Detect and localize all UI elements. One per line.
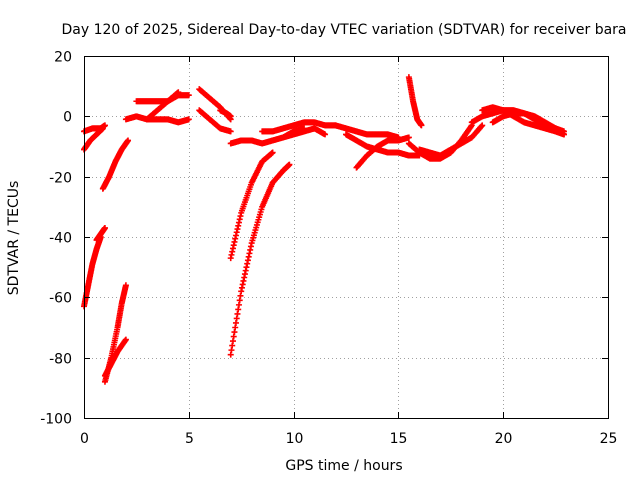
data-point [560, 131, 567, 138]
series-arc-18 [280, 125, 329, 141]
series-arc-14 [227, 149, 276, 262]
series-arc-5 [93, 224, 108, 244]
series-arc-7 [101, 336, 129, 379]
data-point [101, 224, 108, 231]
data-point [185, 92, 192, 99]
y-tick-label: -40 [49, 231, 72, 247]
data-point [227, 128, 234, 135]
data-point [479, 122, 486, 129]
y-tick-label: -20 [49, 171, 72, 187]
data-point [322, 131, 329, 138]
y-tick-label: 0 [63, 110, 72, 126]
data-point [286, 161, 293, 168]
series-arc-4 [81, 234, 104, 310]
y-tick-label: -60 [49, 291, 72, 307]
data-point [269, 149, 276, 156]
series-arc-2 [81, 122, 108, 135]
series-arc-12 [196, 107, 234, 135]
y-tick-label: 20 [54, 50, 72, 66]
series-arc-24 [416, 122, 486, 159]
data-point [227, 113, 234, 120]
x-tick-label: 25 [600, 431, 618, 447]
x-tick-label: 15 [390, 431, 408, 447]
series-arc-15 [227, 161, 293, 358]
series-arc-21 [353, 134, 412, 171]
series-arc-17 [259, 119, 339, 135]
data-point [122, 336, 129, 343]
data-point [101, 122, 108, 129]
y-axis-label: SDTVAR / TECUs [6, 181, 22, 296]
x-axis-label: GPS time / hours [285, 458, 402, 474]
series-arc-13 [217, 107, 234, 120]
y-tick-label: -80 [49, 352, 72, 368]
data-points-layer [81, 74, 567, 385]
series-arc-19 [332, 122, 402, 141]
data-point [185, 116, 192, 123]
data-point [405, 134, 412, 141]
series-arc-22 [405, 74, 425, 129]
x-tick-label: 10 [286, 431, 304, 447]
y-tick-label: -100 [40, 412, 72, 428]
x-tick-label: 20 [495, 431, 513, 447]
x-tick-label: 0 [80, 431, 89, 447]
axes-layer: 0 5 10 15 20 25 -100 -80 -60 -40 -20 0 20 [40, 50, 617, 448]
series-arc-3 [99, 137, 132, 192]
series-arc-10 [143, 89, 182, 123]
chart-title: Day 120 of 2025, Sidereal Day-to-day VTE… [61, 22, 626, 38]
data-point [418, 122, 425, 129]
data-point [125, 137, 132, 144]
data-point [122, 282, 129, 289]
data-point [175, 89, 182, 96]
plot-frame [84, 56, 609, 419]
series-arc-27 [489, 110, 567, 138]
x-tick-label: 5 [185, 431, 194, 447]
